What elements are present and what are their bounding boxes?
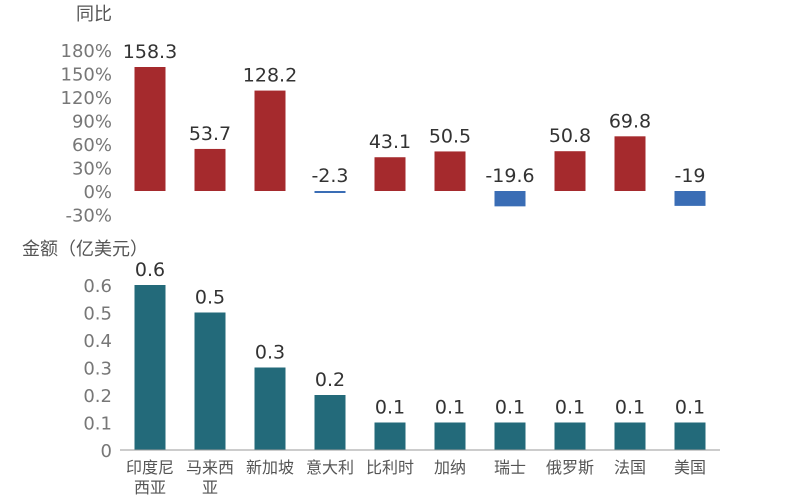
yoy-tick-label: 120% — [61, 88, 112, 109]
category-label-cat-6: 加纳 — [434, 458, 466, 477]
yoy-bar-cat-10 — [674, 191, 706, 206]
yoy-data-label-cat-10: -19 — [674, 165, 705, 187]
yoy-bar-cat-5 — [374, 157, 406, 191]
amount-bars — [134, 285, 706, 450]
amount-bar-cat-1 — [134, 285, 166, 450]
category-label-cat-4: 意大利 — [306, 458, 354, 477]
yoy-bar-cat-1 — [134, 67, 166, 191]
yoy-data-label-cat-1: 158.3 — [123, 41, 177, 63]
yoy-bar-cat-2 — [194, 148, 226, 191]
amount-tick-label: 0.6 — [83, 276, 112, 297]
amount-bar-cat-6 — [434, 422, 466, 450]
amount-bar-cat-5 — [374, 422, 406, 450]
amount-tick-label: 0.4 — [83, 331, 112, 352]
amount-tick-label: 0 — [101, 441, 112, 462]
yoy-tick-label: 60% — [72, 135, 112, 156]
yoy-bar-cat-9 — [614, 136, 646, 191]
yoy-tick-label: 90% — [72, 112, 112, 133]
amount-data-label-cat-5: 0.1 — [375, 397, 405, 419]
amount-data-label-cat-3: 0.3 — [255, 342, 285, 364]
yoy-data-label-cat-7: -19.6 — [485, 165, 534, 187]
amount-bar-cat-3 — [254, 367, 286, 450]
category-label-cat-9: 法国 — [614, 458, 646, 477]
yoy-bar-cat-8 — [554, 151, 586, 191]
yoy-data-label-cat-8: 50.8 — [549, 125, 591, 147]
amount-tick-label: 0.2 — [83, 386, 112, 407]
category-label-cat-2: 马来西 — [186, 458, 234, 477]
amount-data-labels: 0.6 0.5 0.3 0.2 0.1 0.1 0.1 0.1 0.1 0.1 — [135, 259, 705, 419]
category-label-cat-7: 瑞士 — [494, 458, 526, 477]
yoy-tick-label: 0% — [83, 182, 112, 203]
amount-bar-cat-4 — [314, 395, 346, 450]
amount-tick-label: 0.3 — [83, 359, 112, 380]
category-label-cat-2: 亚 — [202, 478, 218, 497]
category-label-cat-1: 印度尼 — [126, 458, 174, 477]
yoy-bar-cat-7 — [494, 191, 526, 207]
yoy-data-label-cat-6: 50.5 — [429, 125, 471, 147]
category-label-cat-5: 比利时 — [366, 458, 414, 477]
amount-chart: 金额（亿美元） 0.6 0.5 0.4 0.3 0.2 0.1 0 0.6 0.5 0.3 0.2… — [22, 239, 720, 497]
yoy-data-labels: 158.3 53.7 128.2 -2.3 43.1 50.5 -19.6 50.8 69.8 -… — [123, 41, 706, 187]
yoy-tick-label: 150% — [61, 65, 112, 86]
amount-tick-label: 0.5 — [83, 304, 112, 325]
yoy-bar-cat-6 — [434, 151, 466, 191]
amount-data-label-cat-10: 0.1 — [675, 397, 705, 419]
amount-data-label-cat-2: 0.5 — [195, 287, 225, 309]
yoy-data-label-cat-9: 69.8 — [609, 110, 651, 132]
amount-tick-label: 0.1 — [83, 414, 112, 435]
amount-axis-title: 金额（亿美元） — [22, 239, 148, 260]
category-label-cat-1: 西亚 — [134, 478, 166, 497]
yoy-data-label-cat-5: 43.1 — [369, 131, 411, 153]
amount-data-label-cat-1: 0.6 — [135, 259, 165, 281]
amount-bar-cat-2 — [194, 312, 226, 450]
category-label-cat-10: 美国 — [674, 458, 706, 477]
yoy-data-label-cat-2: 53.7 — [189, 123, 231, 145]
category-label-cat-8: 俄罗斯 — [546, 458, 594, 477]
yoy-tick-label: -30% — [65, 205, 112, 226]
yoy-bar-cat-4 — [314, 191, 346, 193]
amount-data-label-cat-4: 0.2 — [315, 369, 345, 391]
amount-axis-ticks: 0.6 0.5 0.4 0.3 0.2 0.1 0 — [83, 276, 112, 462]
yoy-tick-label: 180% — [61, 41, 112, 62]
amount-data-label-cat-6: 0.1 — [435, 397, 465, 419]
yoy-bar-cat-3 — [254, 90, 286, 191]
amount-bar-cat-10 — [674, 422, 706, 450]
category-label-cat-3: 新加坡 — [246, 458, 294, 477]
amount-bar-cat-9 — [614, 422, 646, 450]
amount-data-label-cat-8: 0.1 — [555, 397, 585, 419]
amount-data-label-cat-7: 0.1 — [495, 397, 525, 419]
amount-bar-cat-8 — [554, 422, 586, 450]
yoy-data-label-cat-3: 128.2 — [243, 65, 297, 87]
amount-bar-cat-7 — [494, 422, 526, 450]
yoy-axis-ticks: 180% 150%120% 90%60% 30%0%-30% — [61, 41, 112, 226]
yoy-axis-title: 同比 — [76, 4, 112, 25]
amount-data-label-cat-9: 0.1 — [615, 397, 645, 419]
yoy-tick-label: 30% — [72, 159, 112, 180]
yoy-bars — [134, 67, 706, 207]
yoy-growth-chart: 同比 180% 150%120% 90%60% 30%0%-30% 158.3 53.7… — [61, 4, 706, 226]
yoy-data-label-cat-4: -2.3 — [311, 165, 348, 187]
